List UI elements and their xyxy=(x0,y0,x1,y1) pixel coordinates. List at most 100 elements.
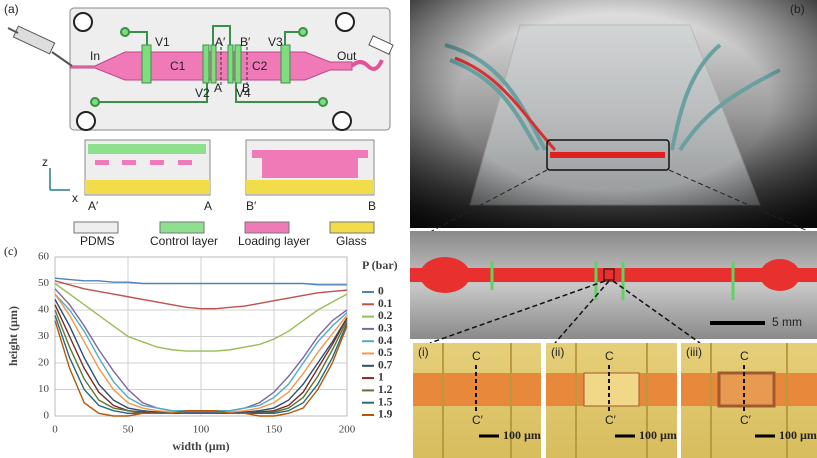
shape xyxy=(252,150,368,178)
vignette xyxy=(410,0,817,228)
layer-legend xyxy=(73,221,375,234)
legend-label: 0.5 xyxy=(378,347,393,359)
y-tick-label: 60 xyxy=(38,251,50,263)
zoom-lines xyxy=(429,280,701,344)
shape xyxy=(120,27,130,37)
section-label: C xyxy=(605,349,614,363)
cross-section-a xyxy=(84,139,211,196)
legend-label: PDMS xyxy=(80,234,115,248)
y-tick-label: 30 xyxy=(38,330,50,342)
scale-label: 100 µm xyxy=(639,428,677,442)
x-axis-title: width (µm) xyxy=(172,439,229,453)
section-label: C′ xyxy=(740,413,752,427)
shape xyxy=(12,25,56,55)
y-tick-label: 0 xyxy=(44,410,50,422)
section-label: A xyxy=(214,81,222,95)
section-label: A′ xyxy=(88,199,99,213)
outlet-label: Out xyxy=(337,49,357,63)
panel-label: (b) xyxy=(790,2,805,16)
shape xyxy=(88,144,206,154)
inset-label: (i) xyxy=(418,345,429,359)
outlet-blob xyxy=(760,259,800,291)
line-series xyxy=(54,315,348,415)
gauges xyxy=(73,12,355,131)
plot-frame xyxy=(54,256,348,417)
chamber-label: C1 xyxy=(170,59,186,73)
legend-label: 0.7 xyxy=(378,359,393,371)
legend-label: 1.2 xyxy=(378,384,393,396)
y-tick-label: 40 xyxy=(38,304,50,316)
scale-label: 5 mm xyxy=(772,315,802,329)
scale-label: 100 µm xyxy=(779,428,817,442)
valve-label: V3 xyxy=(268,35,283,49)
shape xyxy=(210,44,217,84)
section-label: C xyxy=(472,349,481,363)
legend-label: 0.3 xyxy=(378,323,393,335)
vial xyxy=(368,35,394,55)
y-tick-label: 10 xyxy=(38,383,50,395)
legend-label: 1 xyxy=(378,372,384,384)
shape xyxy=(7,27,19,34)
shape xyxy=(73,12,93,32)
control-lines xyxy=(90,25,328,107)
y-tick-label: 50 xyxy=(38,277,50,289)
line-series xyxy=(54,282,348,352)
inset-label: (ii) xyxy=(551,345,564,359)
inlet-blob xyxy=(420,257,470,293)
shape xyxy=(246,180,374,194)
legend-label: 0.1 xyxy=(378,298,393,310)
x-tick-label: 0 xyxy=(52,424,58,436)
shape xyxy=(235,80,323,103)
valve-label: V4 xyxy=(236,86,251,100)
shape xyxy=(429,280,606,344)
legend-label: 1.9 xyxy=(378,409,393,421)
legend-label: Glass xyxy=(336,234,367,248)
syringe xyxy=(7,25,73,67)
inlet-label: In xyxy=(90,49,100,63)
line-series xyxy=(54,288,348,413)
valve-label: V1 xyxy=(155,35,170,49)
shape xyxy=(202,44,210,84)
line-series xyxy=(54,277,347,286)
insets: (i) C C′ 100 µm (ii) C C′ 100 µm (iii) C C′ 100 µm xyxy=(413,343,817,458)
section-label: B′ xyxy=(240,35,251,49)
chamber-label: C2 xyxy=(252,59,268,73)
shape xyxy=(298,27,308,37)
chamber xyxy=(717,371,776,408)
shape xyxy=(554,280,610,344)
inset-label: (iii) xyxy=(686,345,702,359)
panel-label: (c) xyxy=(4,244,17,258)
shape xyxy=(51,51,73,67)
shape xyxy=(335,12,355,32)
shape xyxy=(85,180,210,194)
shape xyxy=(76,111,96,131)
shape xyxy=(280,44,291,84)
shape xyxy=(122,160,136,165)
line-series xyxy=(54,280,348,310)
panel-a: (a) I xyxy=(4,2,394,248)
shape xyxy=(332,111,352,131)
zoom-line xyxy=(429,169,548,233)
shape xyxy=(90,97,100,107)
shape xyxy=(73,221,119,234)
section-label: C′ xyxy=(472,413,484,427)
legend-label: Loading layer xyxy=(238,234,310,248)
chamber xyxy=(583,372,640,407)
outlet-tube xyxy=(350,59,384,71)
legend-label: 0 xyxy=(378,286,384,298)
x-tick-label: 200 xyxy=(339,424,356,436)
section-label: A′ xyxy=(215,35,226,49)
shape xyxy=(159,221,205,234)
axis-arrows xyxy=(49,168,70,191)
cross-section-b xyxy=(245,139,375,196)
shape xyxy=(95,160,109,165)
shape xyxy=(227,44,234,84)
legend-label: 0.2 xyxy=(378,310,393,322)
shape xyxy=(318,97,328,107)
shape xyxy=(368,35,394,55)
valves xyxy=(141,44,291,84)
scale-label: 100 µm xyxy=(503,428,541,442)
x-tick-label: 100 xyxy=(193,424,210,436)
legend-label: 0.4 xyxy=(378,335,393,347)
